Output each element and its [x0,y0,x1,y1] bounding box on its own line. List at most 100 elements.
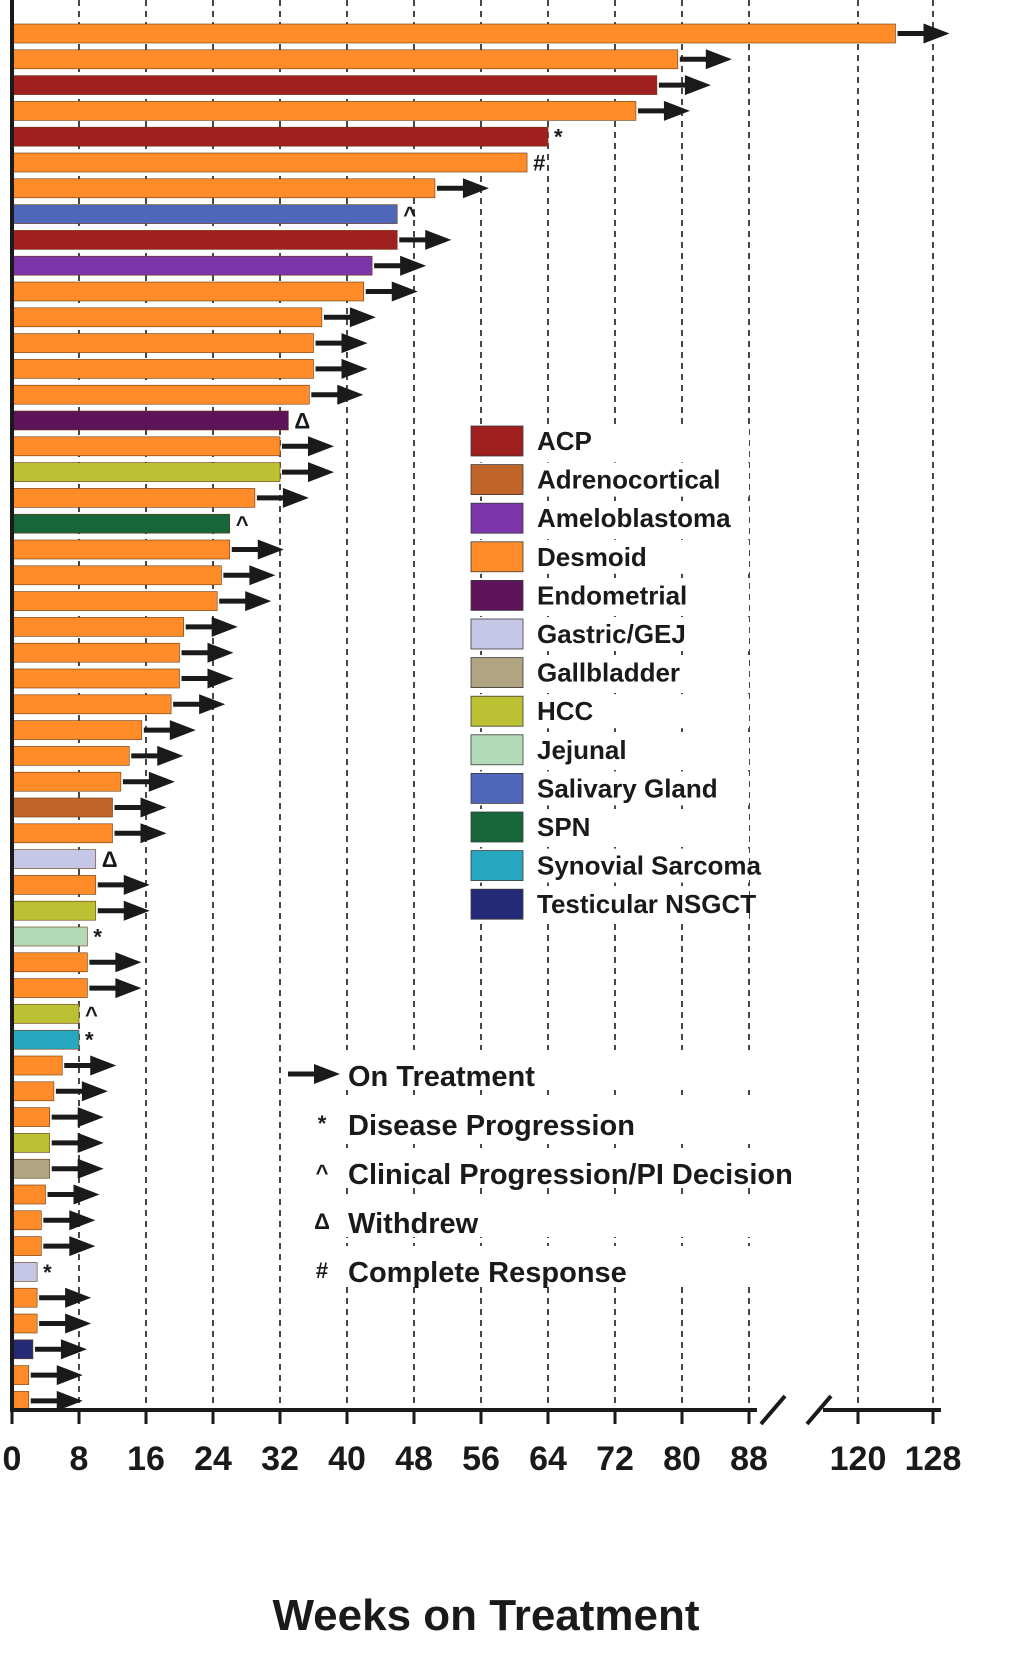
legend-label-11: SPN [537,812,590,842]
x-tick-label-16: 16 [127,1440,165,1478]
legend-label-8: HCC [537,696,594,726]
symbol-legend-symbol-4: Δ [314,1209,330,1234]
bar-patient-32 [11,823,113,844]
marker-arrow-25 [181,642,234,663]
x-tick-label-128: 128 [905,1440,962,1478]
symbol-legend-bg-5 [282,1246,842,1286]
x-tick-label-24: 24 [194,1440,232,1478]
bar-patient-15 [11,384,310,405]
bar-patient-1 [11,23,896,44]
bar-patient-36 [11,926,88,947]
legend-swatch-8 [470,695,524,727]
legend-label-10: Salivary Gland [537,773,718,803]
marker-arrow-9 [399,229,452,250]
marker-arrow-50 [39,1287,92,1308]
marker-arrow-21 [231,539,284,560]
marker-arrow-18 [282,462,334,483]
marker-arrow-10 [374,255,427,276]
marker-arrow-2 [679,49,732,70]
legend-label-5: Endometrial [537,580,687,610]
bar-series [11,23,896,1411]
bar-patient-16 [11,410,289,431]
marker-symbol-16: Δ [294,409,310,434]
legend-swatch-3 [470,502,524,534]
legend-label-4: Desmoid [537,542,647,572]
x-tick-label-120: 120 [830,1440,887,1478]
symbol-legend: On Treatment * Disease Progression ^ Clinica… [282,1050,842,1289]
legend-swatch-4 [470,541,524,573]
bar-patient-21 [11,539,231,560]
symbol-legend-bg-4 [282,1197,842,1237]
marker-arrow-14 [315,358,368,379]
marker-symbol-36: * [93,925,102,950]
bar-patient-39 [11,1004,80,1024]
legend-swatch-7 [470,657,524,688]
marker-arrow-38 [89,978,142,999]
legend-label-12: Synovial Sarcoma [537,851,762,881]
legend-swatch-13 [470,888,524,920]
symbol-legend-symbol-2: * [318,1111,327,1136]
symbol-legend-bg-2 [282,1099,842,1139]
legend-swatch-10 [470,773,524,804]
bar-patient-12 [11,307,323,328]
marker-arrow-4 [637,100,690,121]
bar-patient-20 [11,513,231,534]
axis-break-mark-1 [759,1394,787,1426]
bar-patient-17 [11,436,281,457]
marker-symbol-6: # [533,151,545,176]
bar-patient-51 [11,1313,38,1334]
marker-symbol-49: * [43,1260,52,1285]
bar-patient-30 [11,771,122,792]
marker-arrow-47 [43,1210,96,1231]
marker-arrow-26 [181,668,234,689]
marker-arrow-27 [173,694,226,715]
marker-symbol-40: * [85,1028,94,1053]
bar-patient-41 [11,1055,63,1076]
marker-arrow-32 [114,823,167,844]
x-tick-label-72: 72 [596,1440,634,1478]
marker-arrow-31 [114,797,167,818]
marker-arrow-35 [97,900,150,921]
marker-symbol-20: ^ [236,512,249,537]
axis-break-mark-2 [805,1394,833,1426]
bar-patient-5 [11,126,549,147]
bar-patient-14 [11,359,314,379]
marker-arrow-45 [51,1158,104,1179]
bar-patient-52 [11,1339,34,1360]
marker-arrow-7 [436,178,489,199]
bar-patient-2 [11,49,679,70]
bar-patient-33 [11,849,97,869]
symbol-legend-symbol-5: # [316,1258,328,1283]
bar-patient-54 [11,1391,30,1411]
bar-patient-19 [11,488,256,508]
bar-patient-37 [11,952,88,973]
x-tick-label-40: 40 [328,1440,366,1478]
bar-patient-22 [11,565,222,586]
axes [10,0,941,1426]
x-tick-label-48: 48 [395,1440,433,1478]
marker-arrow-11 [365,281,418,302]
x-tick-label-80: 80 [663,1440,701,1478]
legend-label-13: Testicular NSGCT [537,889,756,919]
symbol-legend-label-5: Complete Response [348,1257,627,1289]
marker-arrow-30 [122,771,175,792]
bar-patient-50 [11,1287,38,1308]
x-tick-label-8: 8 [70,1440,89,1478]
bar-patient-9 [11,230,398,250]
marker-arrow-19 [256,487,309,508]
marker-arrow-28 [143,720,196,741]
x-tick-label-88: 88 [730,1440,768,1478]
marker-arrow-37 [89,952,142,973]
bar-patient-7 [11,178,436,199]
marker-symbol-8: ^ [403,202,416,227]
marker-arrow-1 [897,23,950,44]
bar-patient-27 [11,694,172,715]
bar-patient-46 [11,1184,46,1205]
bar-patient-8 [11,204,398,224]
category-legend: ACP Adrenocortical Ameloblastoma Desmoid End… [469,424,762,922]
x-tick-label-0: 0 [3,1440,22,1478]
marker-arrow-13 [315,333,368,354]
bar-patient-48 [11,1236,42,1256]
bar-patient-3 [11,75,658,95]
marker-arrow-24 [185,616,238,637]
